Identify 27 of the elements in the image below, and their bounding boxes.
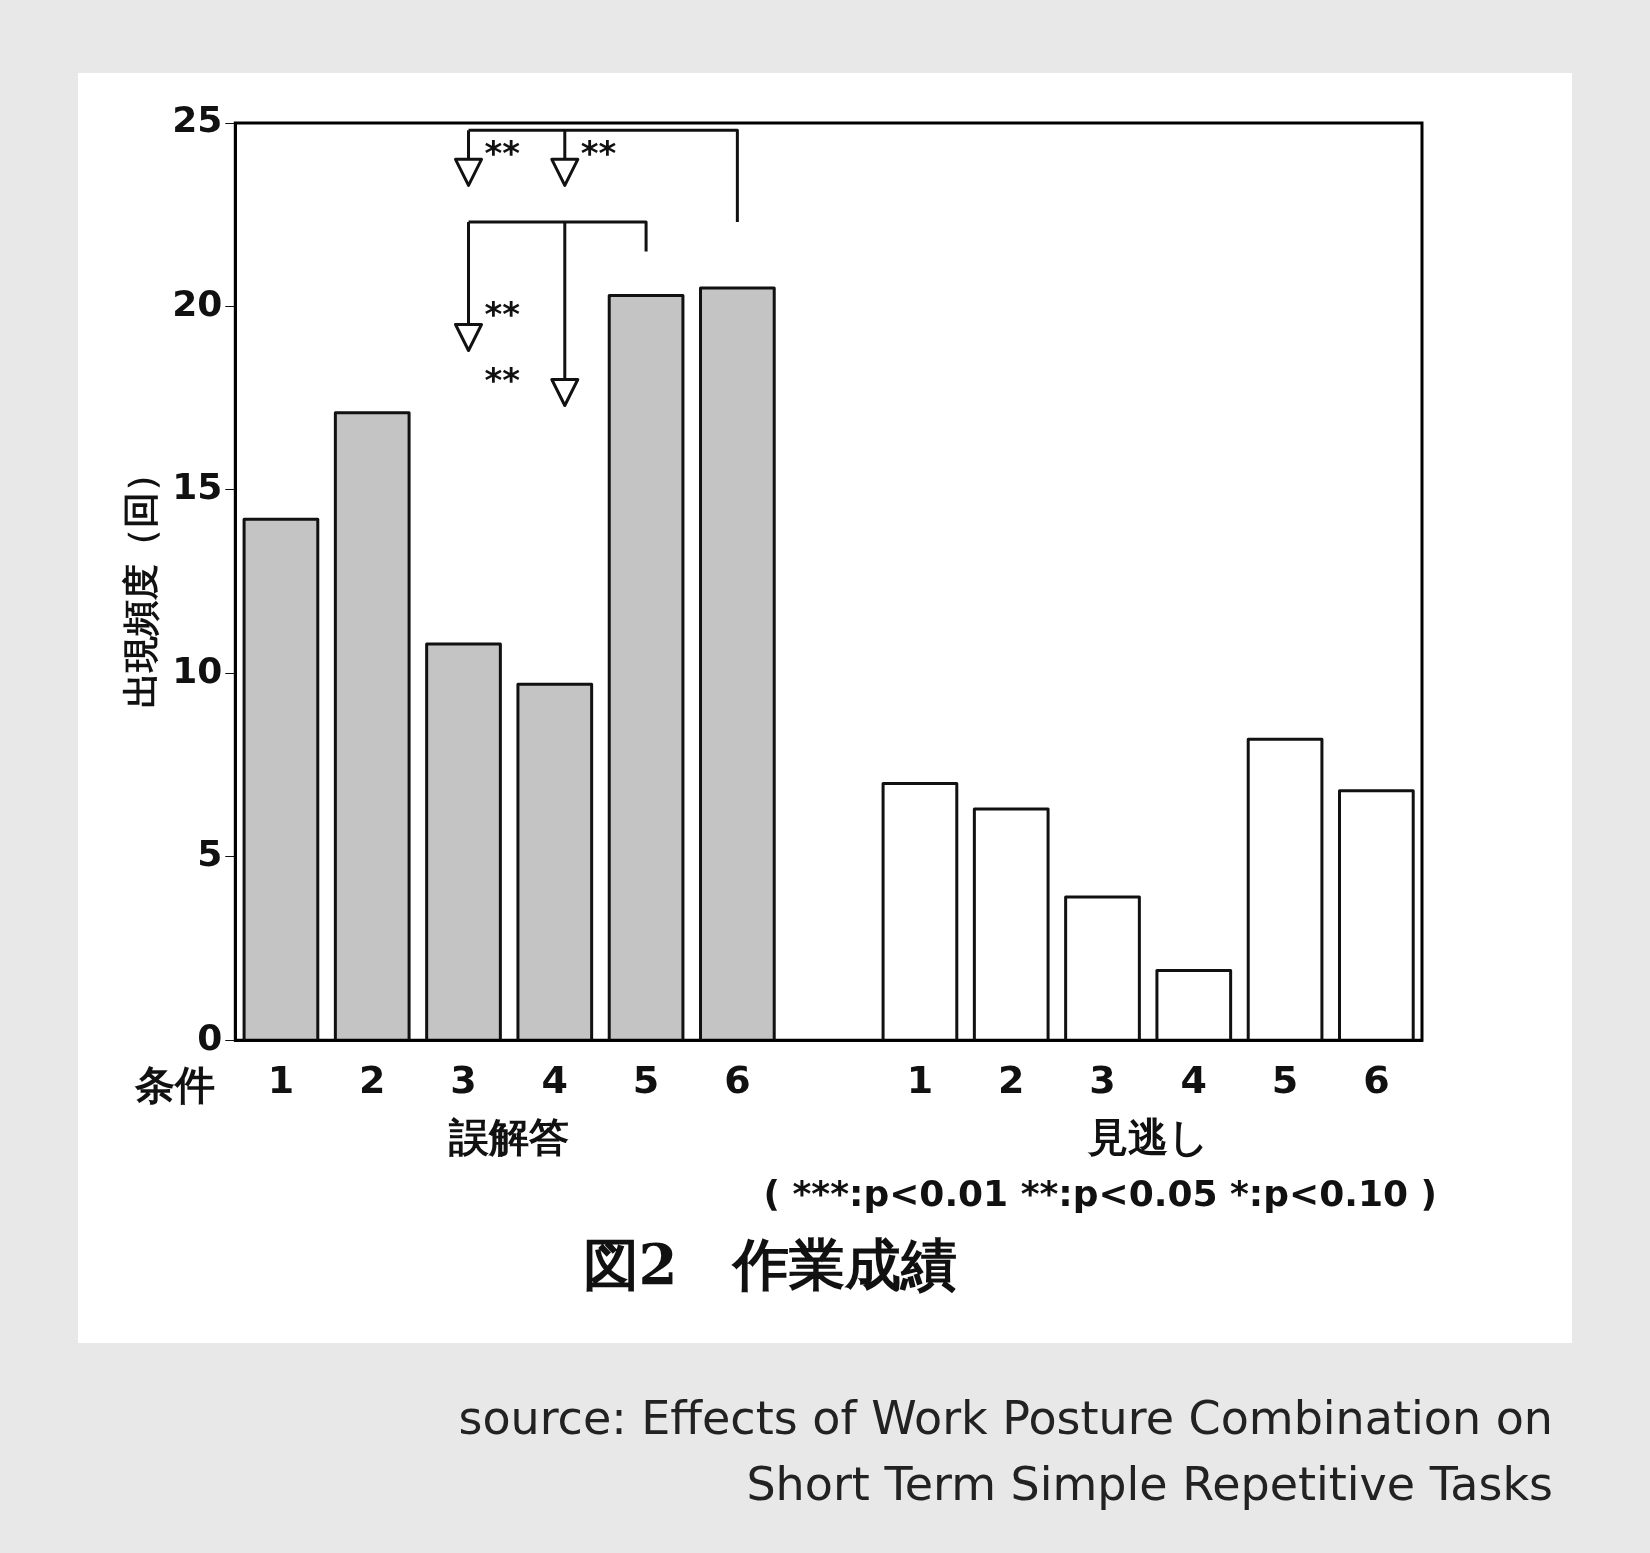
y-axis-title: 出現頻度（回）	[119, 455, 161, 708]
x-tick-label: 2	[997, 1057, 1025, 1102]
x-tick-label: 3	[450, 1057, 477, 1102]
y-tick-label: 5	[197, 833, 223, 875]
text: 図2 作業成績	[582, 1230, 958, 1297]
series-label: 誤解答	[448, 1113, 570, 1160]
x-tick-label: 2	[359, 1057, 386, 1102]
x-tick-label: 1	[267, 1057, 295, 1102]
source-note: source: Effects of Work Posture Combination on Short Term Simple Repetitive Tasks	[457, 1390, 1553, 1513]
annotation: **	[484, 132, 521, 173]
y-tick-label: 15	[172, 466, 223, 508]
y-tick-label: 0	[197, 1016, 223, 1058]
x-tick-label: 6	[1363, 1057, 1390, 1102]
y-tick-label: 10	[172, 649, 223, 691]
x-tick-label: 4	[1180, 1057, 1208, 1102]
x-tick-label: 5	[1271, 1057, 1299, 1102]
x-tick-label: 3	[1089, 1057, 1116, 1102]
annotation: **	[580, 132, 617, 173]
x-tick-label: 6	[724, 1057, 751, 1102]
series-label: 見逃し	[1086, 1113, 1209, 1160]
text: ( ***:p<0.01 **:p<0.05 *:p<0.10 )	[763, 1172, 1437, 1214]
y-tick-label: 25	[172, 99, 223, 141]
x-tick-label: 5	[632, 1057, 660, 1102]
x-tick-label: 1	[906, 1057, 934, 1102]
x-tick-label: 4	[541, 1057, 569, 1102]
y-tick-label: 20	[172, 282, 223, 324]
x-axis-title: 条件	[134, 1061, 216, 1108]
